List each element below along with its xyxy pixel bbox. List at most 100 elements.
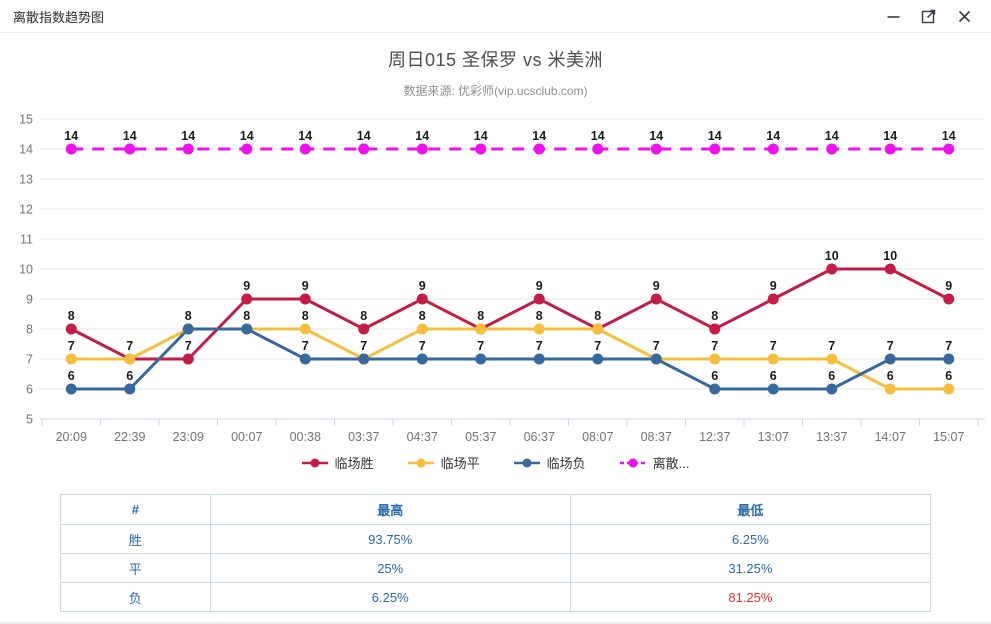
x-tick-label: 13:37 [816, 430, 847, 444]
data-point[interactable] [943, 293, 955, 305]
data-point[interactable] [884, 263, 896, 275]
data-point[interactable] [533, 353, 545, 365]
row-label: 胜 [60, 524, 211, 554]
x-tick-label: 13:07 [758, 430, 789, 444]
data-point[interactable] [709, 143, 721, 155]
y-tick-label: 15 [19, 113, 33, 127]
col-header-index: # [60, 494, 211, 525]
data-point[interactable] [884, 143, 896, 155]
data-point[interactable] [943, 143, 955, 155]
data-point[interactable] [943, 383, 955, 395]
data-point[interactable] [299, 143, 311, 155]
value-label: 6 [828, 369, 835, 383]
maximize-button[interactable] [915, 5, 943, 27]
data-point[interactable] [241, 293, 253, 305]
data-point[interactable] [767, 293, 779, 305]
x-tick-label: 00:38 [290, 430, 321, 444]
value-label: 8 [185, 309, 192, 323]
stats-table: # 最高 最低 胜 93.75% 6.25% 平 25% 31.25% 负 6.25% 81.2… [60, 494, 932, 612]
x-tick-label: 23:09 [173, 430, 204, 444]
data-point[interactable] [884, 383, 896, 395]
table-header-row: # 最高 最低 [60, 494, 932, 525]
data-point[interactable] [826, 263, 838, 275]
data-point[interactable] [709, 383, 721, 395]
data-point[interactable] [358, 143, 370, 155]
data-point[interactable] [299, 353, 311, 365]
data-point[interactable] [124, 353, 136, 365]
data-point[interactable] [475, 323, 487, 335]
data-point[interactable] [592, 143, 604, 155]
data-point[interactable] [709, 323, 721, 335]
data-point[interactable] [767, 383, 779, 395]
data-point[interactable] [416, 293, 428, 305]
minimize-button[interactable] [880, 6, 907, 27]
legend-marker-icon [407, 458, 434, 467]
data-point[interactable] [299, 293, 311, 305]
legend-item-1[interactable]: 临场胜 [301, 453, 374, 472]
legend-label: 离散... [652, 456, 690, 471]
close-button[interactable] [951, 6, 978, 27]
x-tick-label: 00:07 [231, 430, 262, 444]
data-point[interactable] [826, 353, 838, 365]
data-point[interactable] [358, 323, 370, 335]
high-value: 6.25% [209, 582, 571, 612]
data-point[interactable] [65, 383, 77, 395]
low-value: 6.25% [569, 524, 932, 554]
data-point[interactable] [533, 323, 545, 335]
chart-subtitle: 数据来源: 优彩师(vip.ucsclub.com) [403, 84, 588, 98]
table-row: 平 25% 31.25% [60, 553, 932, 583]
data-point[interactable] [650, 353, 662, 365]
data-point[interactable] [65, 323, 77, 335]
data-point[interactable] [533, 293, 545, 305]
data-point[interactable] [182, 143, 194, 155]
data-point[interactable] [650, 293, 662, 305]
data-point[interactable] [767, 353, 779, 365]
data-point[interactable] [358, 353, 370, 365]
data-point[interactable] [241, 323, 253, 335]
data-point[interactable] [826, 143, 838, 155]
row-label: 负 [60, 582, 211, 612]
data-point[interactable] [767, 143, 779, 155]
data-point[interactable] [592, 323, 604, 335]
value-label: 9 [419, 279, 426, 293]
data-point[interactable] [416, 323, 428, 335]
data-point[interactable] [65, 353, 77, 365]
value-label: 8 [68, 309, 75, 323]
value-label: 14 [415, 129, 429, 143]
value-label: 7 [828, 339, 835, 353]
value-label: 9 [243, 279, 250, 293]
legend-label: 临场平 [440, 456, 480, 471]
data-point[interactable] [592, 353, 604, 365]
data-point[interactable] [943, 353, 955, 365]
data-point[interactable] [182, 353, 194, 365]
x-tick-label: 08:37 [641, 430, 672, 444]
x-tick-label: 05:37 [465, 430, 496, 444]
data-point[interactable] [416, 143, 428, 155]
value-label: 7 [711, 339, 718, 353]
data-point[interactable] [650, 143, 662, 155]
data-point[interactable] [416, 353, 428, 365]
data-point[interactable] [884, 353, 896, 365]
data-point[interactable] [475, 143, 487, 155]
x-tick-label: 22:39 [114, 430, 145, 444]
data-point[interactable] [124, 383, 136, 395]
legend-item-3[interactable]: 临场负 [513, 453, 586, 472]
data-point[interactable] [241, 143, 253, 155]
data-point[interactable] [475, 353, 487, 365]
data-point[interactable] [299, 323, 311, 335]
y-tick-label: 10 [19, 263, 33, 277]
data-point[interactable] [709, 353, 721, 365]
y-tick-label: 11 [20, 233, 33, 247]
legend-item-2[interactable]: 临场平 [407, 453, 480, 472]
data-point[interactable] [124, 143, 136, 155]
y-axis: 5 6 7 8 9 10 11 12 13 14 15 [19, 113, 33, 427]
y-tick-label: 12 [19, 203, 33, 217]
value-label: 14 [240, 129, 254, 143]
data-point[interactable] [65, 143, 77, 155]
value-label: 7 [185, 339, 192, 353]
data-point[interactable] [182, 323, 194, 335]
data-point[interactable] [826, 383, 838, 395]
value-label: 14 [532, 129, 546, 143]
legend-item-4[interactable]: 离散... [619, 453, 690, 472]
data-point[interactable] [533, 143, 545, 155]
